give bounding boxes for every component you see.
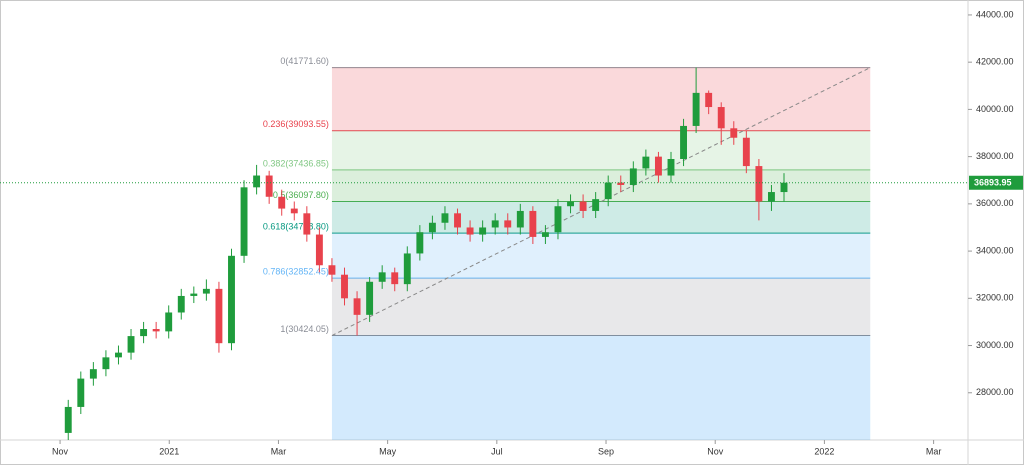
candle-body: [253, 175, 261, 188]
x-tick-label: May: [379, 446, 397, 456]
candle-body: [428, 222, 436, 233]
y-tick-label: 32000.00: [976, 293, 1014, 303]
candle-body: [341, 274, 348, 299]
trend-line: [331, 67, 871, 336]
last-price-box: [969, 175, 1023, 190]
x-tick-label: Nov: [52, 446, 69, 456]
fib-band: [331, 278, 871, 336]
candle-body: [730, 128, 738, 138]
y-tick-label: 42000.00: [976, 57, 1014, 67]
fib-level-label: 0.236(39093.55): [263, 119, 329, 129]
candle-body: [629, 168, 637, 185]
candle-body: [504, 220, 512, 228]
candle-body: [567, 201, 574, 207]
candle-body: [315, 234, 323, 266]
candle-body: [366, 281, 374, 315]
x-tick-label: Sep: [598, 446, 614, 456]
y-tick-label: 36000.00: [976, 198, 1014, 208]
candle-body: [617, 182, 625, 185]
fib-level-label: 0(41771.60): [280, 56, 329, 66]
candle-body: [516, 210, 524, 228]
candle-body: [290, 208, 298, 214]
candle-body: [152, 329, 160, 332]
fib-extension-band: [331, 335, 871, 440]
y-tick-label: 38000.00: [976, 151, 1014, 161]
fib-band: [331, 67, 871, 131]
candle-body: [416, 232, 424, 254]
fib-level-label: 0.5(36097.80): [273, 190, 329, 200]
plot: [64, 67, 788, 440]
candle-body: [717, 107, 725, 129]
x-tick-label: 2021: [159, 446, 179, 456]
candle-body: [592, 199, 600, 211]
candle-body: [177, 295, 185, 313]
candle-body: [378, 272, 386, 282]
fib-band: [331, 233, 871, 279]
candle-body: [755, 166, 763, 202]
candle-body: [127, 336, 135, 353]
candle-body: [265, 175, 273, 197]
candle-body: [403, 253, 411, 285]
fib-level-label: 0.382(37436.85): [263, 158, 329, 168]
candle-body: [767, 192, 775, 202]
candle-body: [77, 378, 85, 407]
last-price-label: 36893.95: [974, 178, 1012, 188]
candle-body: [491, 220, 499, 228]
candle-body: [604, 182, 612, 200]
candle-body: [278, 196, 286, 209]
fib-bands: 0(41771.60) 0.236(39093.55) 0.382(37436.85…: [263, 56, 871, 440]
x-tick-label: Nov: [707, 446, 724, 456]
fib-level-label: 0.786(32852.45): [263, 267, 329, 277]
x-tick-label: Jul: [491, 446, 503, 456]
candle-body: [353, 298, 361, 315]
candle-body: [780, 182, 788, 193]
candle-body: [391, 272, 399, 285]
fib-band: [331, 169, 871, 202]
candle-body: [642, 156, 650, 169]
candle-body: [742, 137, 750, 167]
candle-body: [541, 232, 549, 237]
candle-body: [102, 357, 110, 370]
candle-body: [140, 329, 148, 337]
candle-body: [667, 158, 675, 176]
candle-body: [64, 406, 72, 433]
y-tick-label: 30000.00: [976, 340, 1014, 350]
candle-body: [441, 213, 449, 223]
candle-body: [165, 312, 173, 332]
candle-body: [705, 92, 713, 108]
x-tick-label: Mar: [926, 446, 942, 456]
fib-band: [331, 130, 871, 170]
candle-body: [529, 210, 537, 237]
y-tick-label: 40000.00: [976, 104, 1014, 114]
fib-level-label: 1(30424.05): [280, 324, 329, 334]
y-tick-label: 28000.00: [976, 387, 1014, 397]
fib-level-label: 0.618(34758.80): [263, 222, 329, 232]
candle-body: [228, 255, 235, 344]
candle-body: [190, 293, 198, 296]
candle-body: [454, 213, 461, 228]
candle-body: [466, 227, 474, 235]
candle-body: [240, 187, 248, 256]
candle-body: [692, 92, 700, 126]
candle-body: [328, 265, 336, 275]
y-tick-label: 34000.00: [976, 245, 1014, 255]
x-tick-label: Mar: [271, 446, 287, 456]
candle-body: [554, 206, 562, 233]
candle-body: [115, 352, 122, 358]
candle-body: [479, 227, 487, 235]
candle-body: [202, 288, 210, 294]
candle-body: [303, 213, 311, 235]
candle-body: [654, 156, 662, 176]
y-tick-label: 44000.00: [976, 9, 1014, 19]
candle-body: [579, 201, 587, 211]
candle-body: [215, 288, 223, 344]
candle-body: [89, 369, 97, 379]
x-tick-label: 2022: [814, 446, 834, 456]
fib-band: [331, 201, 871, 234]
candle-body: [680, 125, 688, 159]
